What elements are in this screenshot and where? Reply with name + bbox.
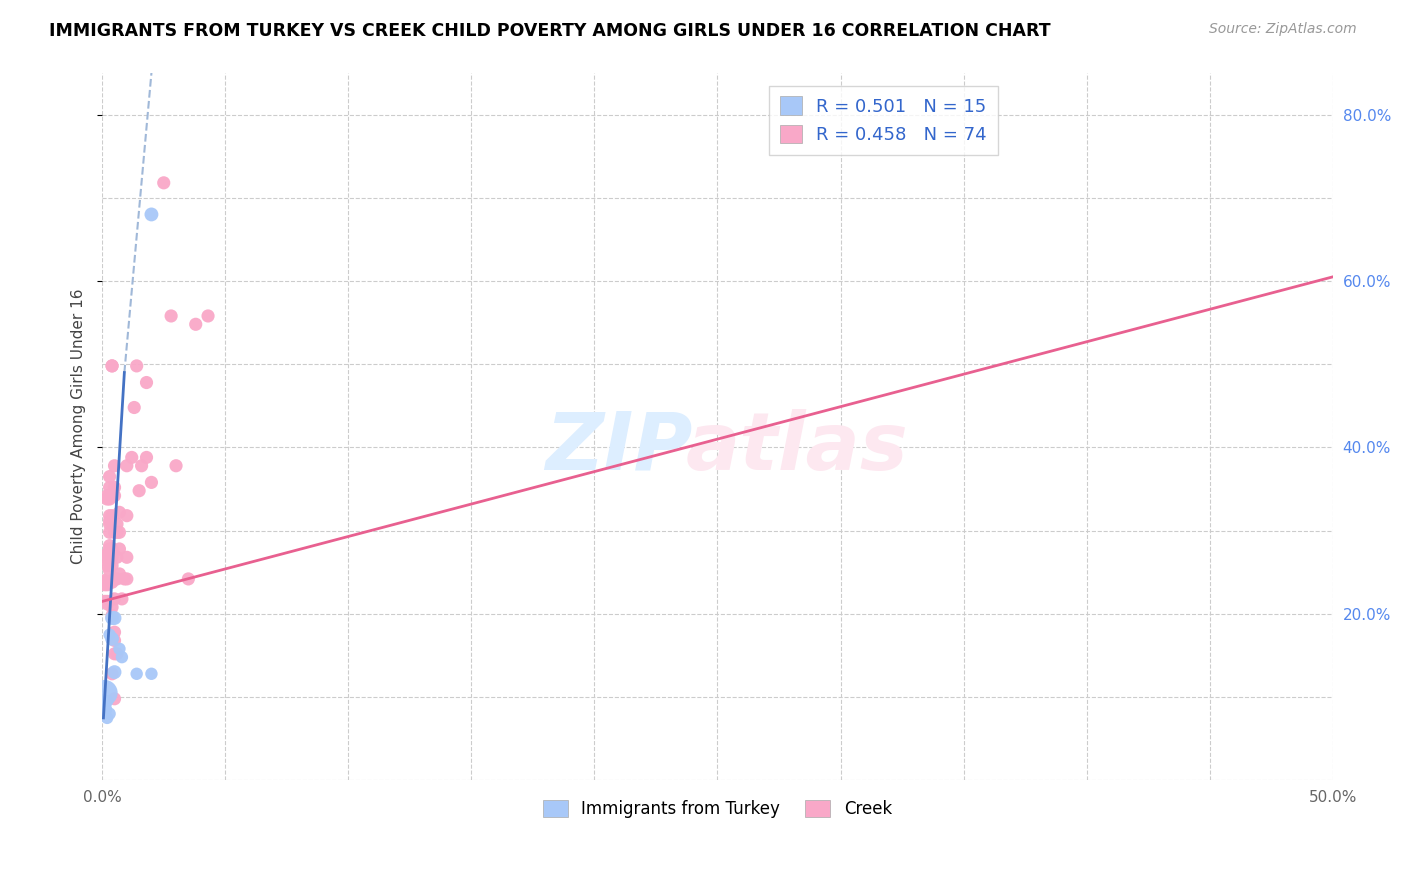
Point bbox=[111, 591, 134, 606]
Point bbox=[128, 483, 150, 498]
Point bbox=[103, 611, 125, 625]
Point bbox=[108, 641, 131, 656]
Point bbox=[96, 694, 118, 708]
Text: Source: ZipAtlas.com: Source: ZipAtlas.com bbox=[1209, 22, 1357, 37]
Point bbox=[135, 376, 157, 390]
Point bbox=[101, 666, 124, 681]
Point bbox=[101, 359, 124, 373]
Point bbox=[93, 574, 115, 588]
Point bbox=[115, 572, 138, 586]
Point bbox=[160, 309, 183, 323]
Point bbox=[96, 597, 118, 611]
Legend: Immigrants from Turkey, Creek: Immigrants from Turkey, Creek bbox=[537, 794, 898, 825]
Point bbox=[93, 578, 115, 592]
Point bbox=[105, 647, 128, 661]
Point bbox=[101, 575, 124, 590]
Point bbox=[125, 666, 148, 681]
Point bbox=[197, 309, 219, 323]
Point bbox=[141, 207, 163, 221]
Point bbox=[101, 359, 124, 373]
Point bbox=[98, 469, 121, 483]
Text: IMMIGRANTS FROM TURKEY VS CREEK CHILD POVERTY AMONG GIRLS UNDER 16 CORRELATION C: IMMIGRANTS FROM TURKEY VS CREEK CHILD PO… bbox=[49, 22, 1050, 40]
Point bbox=[112, 572, 135, 586]
Point bbox=[108, 505, 131, 519]
Point bbox=[101, 632, 124, 646]
Point bbox=[103, 572, 125, 586]
Point bbox=[98, 564, 121, 578]
Point bbox=[96, 491, 118, 506]
Point bbox=[101, 611, 124, 625]
Point bbox=[103, 665, 125, 679]
Point bbox=[103, 489, 125, 503]
Point bbox=[103, 458, 125, 473]
Point bbox=[115, 458, 138, 473]
Point bbox=[98, 489, 121, 503]
Point bbox=[108, 525, 131, 540]
Point bbox=[96, 711, 118, 725]
Point bbox=[103, 591, 125, 606]
Point bbox=[105, 572, 128, 586]
Point bbox=[101, 608, 124, 623]
Y-axis label: Child Poverty Among Girls Under 16: Child Poverty Among Girls Under 16 bbox=[72, 289, 86, 565]
Point bbox=[121, 450, 143, 465]
Point bbox=[131, 458, 153, 473]
Point bbox=[93, 686, 115, 700]
Point bbox=[101, 508, 124, 523]
Point bbox=[98, 514, 121, 528]
Point bbox=[101, 600, 124, 615]
Point bbox=[98, 541, 121, 556]
Point bbox=[101, 489, 124, 503]
Point bbox=[96, 578, 118, 592]
Text: ZIP: ZIP bbox=[546, 409, 693, 487]
Point bbox=[93, 594, 115, 608]
Point bbox=[98, 575, 121, 590]
Point bbox=[93, 702, 115, 716]
Point bbox=[105, 525, 128, 540]
Point bbox=[108, 566, 131, 581]
Point bbox=[98, 491, 121, 506]
Point bbox=[184, 318, 207, 332]
Point bbox=[96, 594, 118, 608]
Point bbox=[98, 706, 121, 721]
Point bbox=[103, 480, 125, 494]
Point bbox=[103, 625, 125, 640]
Point bbox=[111, 650, 134, 665]
Point bbox=[98, 480, 121, 494]
Point bbox=[96, 547, 118, 561]
Point bbox=[105, 550, 128, 565]
Point bbox=[177, 572, 200, 586]
Point bbox=[98, 525, 121, 540]
Point bbox=[103, 633, 125, 648]
Point bbox=[96, 558, 118, 573]
Point bbox=[141, 666, 163, 681]
Point bbox=[98, 508, 121, 523]
Point bbox=[98, 539, 121, 553]
Point bbox=[125, 359, 148, 373]
Point bbox=[165, 458, 187, 473]
Text: atlas: atlas bbox=[686, 409, 908, 487]
Point bbox=[101, 550, 124, 565]
Point bbox=[152, 176, 174, 190]
Point bbox=[108, 541, 131, 556]
Point bbox=[115, 508, 138, 523]
Point bbox=[98, 557, 121, 571]
Point bbox=[93, 550, 115, 565]
Point bbox=[101, 558, 124, 573]
Point bbox=[96, 489, 118, 503]
Point bbox=[98, 516, 121, 531]
Point bbox=[105, 516, 128, 531]
Point bbox=[135, 450, 157, 465]
Point bbox=[122, 401, 145, 415]
Point bbox=[101, 541, 124, 556]
Point bbox=[141, 475, 163, 490]
Point bbox=[115, 550, 138, 565]
Point bbox=[103, 647, 125, 661]
Point bbox=[103, 525, 125, 540]
Point bbox=[103, 691, 125, 706]
Point bbox=[93, 575, 115, 590]
Point bbox=[98, 628, 121, 642]
